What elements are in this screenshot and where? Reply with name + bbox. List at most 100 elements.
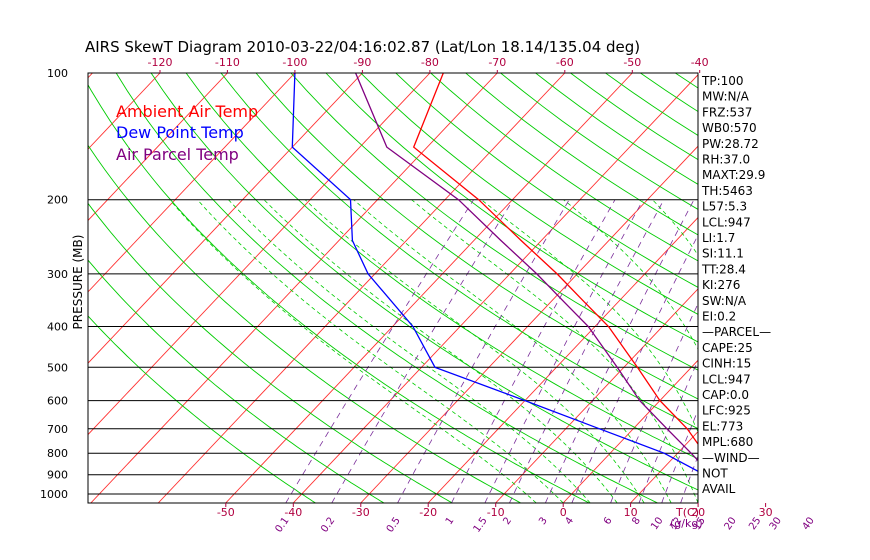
moist-adiabat-line (228, 199, 591, 503)
isotherm-line (225, 73, 633, 503)
dry-adiabat-line (150, 73, 698, 491)
mixing-ratio-tick-label: 1 (444, 515, 457, 527)
top-temp-tick-label: -120 (148, 56, 173, 69)
isotherm-lines (88, 73, 698, 503)
pressure-tick-label: 900 (47, 469, 68, 482)
legend-air-parcel-temp: Air Parcel Temp (116, 145, 239, 164)
isotherm-line (292, 74, 698, 503)
isobar-lines (88, 199, 698, 495)
index-entry: CAPE:25 (702, 341, 753, 355)
pressure-tick-label: 700 (47, 423, 68, 436)
pressure-tick-label: 500 (47, 361, 68, 374)
index-entry: SW:N/A (702, 294, 747, 308)
pressure-tick-label: 200 (47, 194, 68, 207)
isotherm-line (360, 145, 698, 503)
index-entry: EL:773 (702, 419, 743, 433)
index-entry: RH:37.0 (702, 153, 750, 167)
bottom-temp-tick-label: -30 (352, 506, 370, 519)
pressure-tick-label: 100 (47, 67, 68, 80)
isotherm-line (427, 216, 698, 503)
index-entry: —PARCEL— (702, 325, 771, 339)
index-entry: EI:0.2 (702, 310, 736, 324)
isotherm-line (90, 73, 498, 503)
bottom-temperature-ticks: -50 -40 -30 -20 -10 0 10 20 30 (217, 503, 773, 519)
mixing-ratio-tick-labels: 0.1 0.2 0.5 1 1.5 2 3 4 6 8 10 12 15 20 25 30 40 (273, 515, 816, 534)
top-temp-tick-label: -60 (556, 56, 574, 69)
dry-adiabat-line (88, 84, 590, 503)
top-temp-tick-label: -70 (488, 56, 506, 69)
mixing-ratio-unit: (g/kg) (670, 517, 703, 530)
dry-adiabat-line (88, 202, 453, 503)
series-line-0 (412, 73, 698, 446)
pressure-tick-label: 300 (47, 268, 68, 281)
dry-adiabat-line (290, 73, 698, 371)
dry-adiabat-line (360, 73, 698, 315)
isotherm-line (88, 73, 161, 150)
isotherm-line (88, 73, 363, 364)
dry-adiabat-line (115, 73, 658, 503)
legend: Ambient Air Temp Dew Point Temp Air Parc… (116, 102, 258, 164)
dry-adiabat-line (430, 73, 698, 262)
bottom-temp-tick-label: 10 (624, 506, 638, 519)
index-entry: AVAIL (702, 482, 736, 496)
moist-adiabat-line (304, 199, 645, 503)
mixing-ratio-tick-label: 3 (537, 515, 550, 527)
top-temp-tick-label: -80 (421, 56, 439, 69)
top-temperature-ticks: -120 -110 -100 -90 -80 -70 -60 -50 -40 (148, 56, 709, 73)
mixing-ratio-line (571, 234, 698, 503)
plot-area (88, 73, 698, 503)
top-temp-tick-label: -100 (282, 56, 307, 69)
bottom-temp-tick-label: -40 (284, 506, 302, 519)
profile-lines (291, 73, 698, 472)
y-axis-label: PRESSURE (MB) (71, 235, 85, 330)
moist-adiabat-line (563, 199, 698, 350)
mixing-ratio-line (638, 359, 698, 503)
mixing-ratio-tick-label: 2 (501, 515, 514, 527)
mixing-ratio-line (610, 302, 698, 503)
pressure-tick-labels: 100 200 300 400 500 600 700 800 900 1000 (40, 67, 68, 501)
legend-dew-point-temp: Dew Point Temp (116, 123, 244, 142)
index-entry: —WIND— (702, 451, 760, 465)
mixing-ratio-tick-label: 6 (602, 515, 615, 527)
moist-adiabat-line (197, 199, 564, 503)
moist-adiabat-line (353, 199, 672, 503)
mixing-ratio-tick-label: 8 (630, 515, 643, 527)
series-line-1 (291, 73, 698, 472)
moist-adiabat-line (263, 199, 618, 503)
index-entry: NOT (702, 467, 728, 481)
index-entry: WB0:570 (702, 121, 757, 135)
moist-adiabat-line (169, 199, 537, 503)
index-entry: LI:1.7 (702, 231, 735, 245)
bottom-temp-tick-label: -20 (419, 506, 437, 519)
bottom-temp-tick-label: -10 (487, 506, 505, 519)
index-entry: MAXT:29.9 (702, 168, 765, 182)
pressure-tick-label: 600 (47, 395, 68, 408)
index-entry: TT:28.4 (701, 262, 746, 276)
index-entry: KI:276 (702, 278, 740, 292)
bottom-temp-tick-label: 0 (560, 506, 567, 519)
isotherm-line (88, 73, 431, 436)
pressure-tick-label: 400 (47, 321, 68, 334)
index-entry: CINH:15 (702, 357, 751, 371)
top-temp-tick-label: -110 (215, 56, 240, 69)
index-entry: LFC:925 (702, 404, 751, 418)
bottom-temp-tick-label: 20 (691, 506, 705, 519)
dry-adiabat-line (325, 73, 698, 343)
top-temp-tick-label: -90 (353, 56, 371, 69)
chart-title: AIRS SkewT Diagram 2010-03-22/04:16:02.8… (85, 38, 640, 56)
plot-frame (87, 72, 699, 504)
index-entry: MW:N/A (702, 90, 750, 104)
bottom-temp-unit: T(C) (675, 506, 699, 519)
dry-adiabat-line (88, 315, 316, 503)
index-entry: PW:28.72 (702, 137, 759, 151)
index-entry: LCL:947 (702, 372, 751, 386)
mixing-ratio-line (285, 199, 474, 503)
top-temp-tick-label: -50 (623, 56, 641, 69)
isotherm-line (88, 73, 296, 293)
isotherm-line (562, 359, 698, 503)
mixing-ratio-line (545, 199, 695, 503)
index-entry: FRZ:537 (702, 105, 752, 119)
series-line-2 (355, 73, 698, 462)
